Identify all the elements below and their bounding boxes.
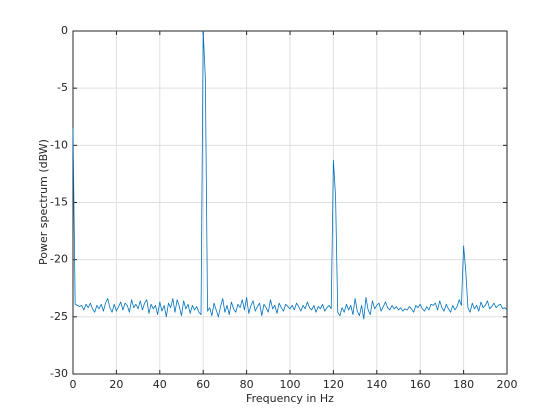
y-tick-label: -25 — [50, 310, 68, 323]
x-tick-label: 100 — [280, 378, 301, 391]
x-tick-label: 200 — [497, 378, 518, 391]
x-tick-label: 80 — [240, 378, 254, 391]
x-tick-label: 140 — [366, 378, 387, 391]
y-tick-label: -15 — [50, 196, 68, 209]
y-axis-label: Power spectrum (dBW) — [37, 139, 50, 265]
x-tick-label: 60 — [196, 378, 210, 391]
y-tick-label: 0 — [61, 24, 68, 37]
x-tick-label: 40 — [153, 378, 167, 391]
x-tick-label: 20 — [109, 378, 123, 391]
axes-box — [72, 30, 508, 375]
x-tick-label: 120 — [323, 378, 344, 391]
x-tick-label: 180 — [453, 378, 474, 391]
x-axis-label: Frequency in Hz — [246, 392, 334, 405]
spectrum-line — [72, 30, 508, 320]
x-tick-label: 0 — [70, 378, 77, 391]
x-tick-label: 160 — [410, 378, 431, 391]
y-tick-label: -30 — [50, 367, 68, 380]
y-tick-label: -20 — [50, 253, 68, 266]
y-tick-label: -10 — [50, 138, 68, 151]
y-tick-label: -5 — [57, 81, 68, 94]
